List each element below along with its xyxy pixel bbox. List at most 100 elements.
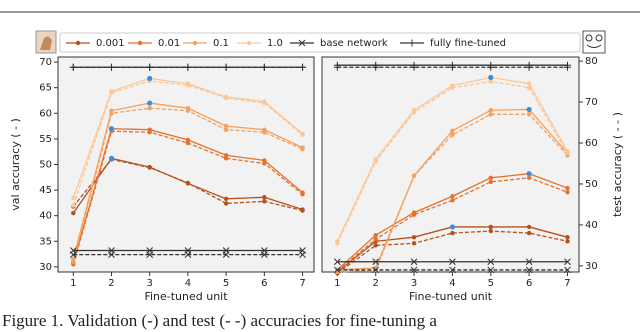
legend-marker	[75, 40, 81, 46]
point-marker	[71, 195, 76, 200]
point-marker	[565, 185, 570, 191]
best-point	[108, 126, 115, 132]
point-marker	[373, 157, 378, 162]
y-tick-label: 40	[39, 211, 52, 222]
series	[71, 126, 305, 267]
point-marker	[71, 210, 76, 216]
series	[333, 258, 571, 274]
y-tick-label: 55	[39, 134, 52, 145]
point-marker	[222, 247, 230, 254]
point-marker	[185, 105, 191, 111]
best-point	[526, 171, 532, 177]
hand-icon	[35, 30, 57, 54]
best-point	[147, 100, 153, 106]
x-tick-label: 3	[147, 278, 153, 289]
point-marker	[223, 94, 229, 100]
point-marker	[223, 196, 229, 201]
y-tick-label: 80	[585, 56, 598, 67]
point-marker	[300, 145, 305, 150]
point-marker	[564, 266, 571, 274]
best-point	[488, 74, 494, 81]
legend-marker	[408, 39, 416, 47]
plot-area	[321, 56, 580, 273]
point-marker	[333, 61, 341, 69]
point-marker	[565, 148, 570, 154]
point-marker	[449, 258, 456, 266]
legend-label: fully fine-tuned	[430, 38, 506, 49]
point-marker	[410, 61, 418, 69]
point-marker	[488, 224, 493, 230]
point-marker	[526, 81, 532, 86]
point-marker	[184, 63, 192, 71]
point-marker	[71, 203, 76, 208]
point-marker	[69, 63, 77, 71]
x-tick-label: 7	[564, 278, 570, 289]
x-tick-label: 4	[449, 278, 455, 289]
point-marker	[147, 105, 152, 111]
point-marker	[565, 239, 570, 244]
point-marker	[487, 266, 495, 274]
point-marker	[488, 108, 493, 113]
point-marker	[185, 140, 191, 146]
legend-label: 1.0	[267, 38, 283, 49]
y-tick-label: 30	[39, 262, 52, 273]
point-marker	[185, 81, 191, 86]
y-tick-label: 65	[39, 83, 52, 94]
point-marker	[262, 127, 267, 132]
point-marker	[373, 243, 378, 248]
point-marker	[373, 232, 378, 238]
series	[71, 155, 305, 216]
point-marker	[260, 63, 268, 71]
point-marker	[262, 158, 267, 163]
legend-marker	[137, 40, 143, 46]
point-marker	[411, 108, 417, 113]
legend-label: 0.001	[96, 38, 125, 49]
point-marker	[262, 99, 267, 104]
legend-label: base network	[320, 38, 388, 49]
y-tick-label: 60	[585, 138, 598, 149]
point-marker	[410, 266, 418, 274]
point-marker	[300, 131, 305, 136]
point-marker	[410, 258, 418, 266]
y-tick-label: 50	[39, 160, 52, 171]
point-marker	[223, 201, 229, 206]
x-axis-label: Fine-tuned unit	[409, 290, 493, 303]
frog-icon	[582, 30, 606, 54]
point-marker	[223, 123, 229, 129]
point-marker	[222, 63, 230, 71]
point-marker	[333, 258, 341, 266]
series	[333, 61, 571, 71]
point-marker	[565, 234, 570, 240]
legend-marker	[192, 40, 198, 46]
point-marker	[411, 173, 417, 178]
x-tick-label: 3	[411, 278, 417, 289]
point-marker	[488, 179, 493, 185]
point-marker	[108, 247, 115, 254]
point-marker	[71, 257, 76, 262]
point-marker	[411, 210, 417, 215]
point-marker	[411, 234, 417, 240]
point-marker	[223, 156, 229, 161]
point-marker	[147, 164, 152, 170]
point-marker	[525, 266, 533, 274]
legend-label: 0.01	[158, 38, 180, 49]
point-marker	[223, 127, 229, 132]
point-marker	[185, 137, 191, 143]
y-tick-label: 35	[39, 236, 52, 247]
x-axis-label: Fine-tuned unit	[144, 290, 228, 303]
best-point	[449, 224, 456, 230]
point-marker	[146, 247, 154, 254]
legend-marker	[246, 40, 252, 46]
x-tick-label: 1	[334, 278, 340, 289]
x-tick-label: 1	[70, 278, 76, 289]
y-tick-label: 40	[585, 220, 598, 231]
point-marker	[373, 237, 378, 242]
point-marker	[565, 189, 570, 195]
point-marker	[262, 195, 267, 200]
y-axis-label: test accuracy ( - - )	[611, 112, 624, 217]
best-point	[147, 75, 153, 82]
point-marker	[450, 132, 455, 138]
point-marker	[450, 194, 455, 199]
point-marker	[450, 128, 455, 133]
legend-label: 0.1	[213, 38, 229, 49]
